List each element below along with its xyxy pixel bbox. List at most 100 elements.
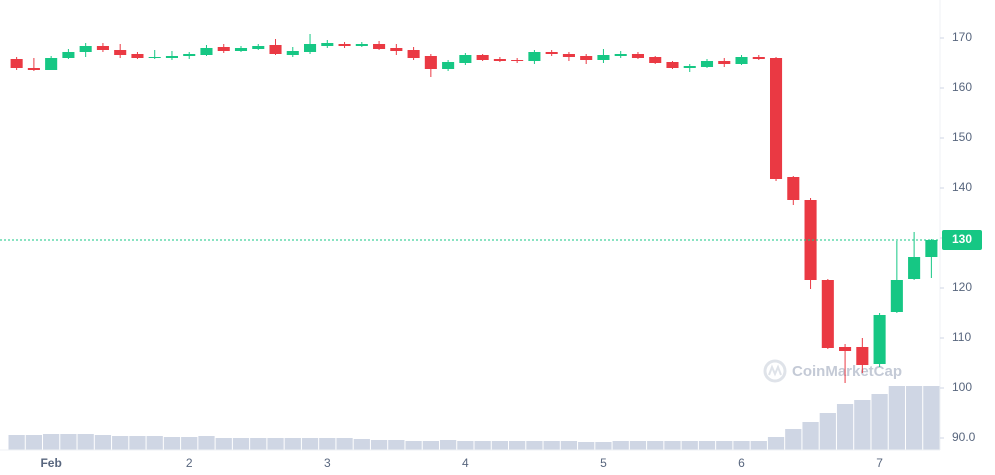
volume-bar — [802, 422, 819, 450]
y-tick-label: 170 — [952, 30, 972, 44]
candle-body — [217, 47, 230, 51]
candle-body — [79, 46, 92, 52]
candle-body — [373, 44, 386, 49]
y-tick-label: 160 — [952, 80, 972, 94]
volume-bar — [905, 386, 923, 450]
volume-bar — [112, 436, 129, 450]
volume-bar — [923, 386, 940, 450]
volume-bar — [612, 441, 629, 450]
volume-bar — [767, 437, 785, 450]
candle-body — [735, 57, 748, 64]
y-tick-label: 110 — [952, 330, 971, 344]
volume-bar — [77, 434, 94, 450]
candle-body — [148, 57, 161, 58]
y-tick-label: 100 — [952, 380, 972, 394]
candle-body — [321, 43, 334, 46]
last-price-box — [942, 230, 982, 250]
candle-body — [787, 177, 800, 200]
candle-body — [804, 200, 817, 280]
y-tick-label: 90.0 — [952, 430, 976, 444]
volume-bar — [388, 440, 405, 450]
x-tick-label: 7 — [876, 456, 883, 470]
volume-bar — [353, 439, 370, 450]
candle-body — [165, 56, 179, 58]
y-tick-label: 120 — [952, 280, 972, 294]
watermark: CoinMarketCap — [792, 363, 902, 380]
volume-bar — [439, 440, 457, 450]
volume-bar — [854, 400, 871, 450]
x-tick-label: 4 — [462, 456, 469, 470]
volume-bar — [250, 438, 267, 450]
candle-body — [528, 52, 541, 61]
candle-body — [442, 62, 455, 69]
candle-body — [252, 46, 265, 49]
volume-bar — [370, 440, 388, 450]
volume-bar — [215, 438, 232, 450]
candle-body — [856, 347, 869, 365]
candle-body — [338, 44, 351, 46]
candle-body — [131, 54, 144, 58]
volume-bar — [405, 441, 422, 450]
candle-body — [839, 347, 852, 351]
volume-bar — [163, 437, 181, 450]
candle-body — [286, 51, 299, 55]
candle-body — [269, 45, 282, 54]
candle-body — [407, 50, 420, 58]
volume-bar — [509, 441, 526, 450]
volume-bar — [819, 413, 836, 450]
candle-body — [666, 62, 679, 68]
volume-bar — [129, 436, 146, 450]
candle-body — [114, 50, 127, 55]
candle-body — [493, 59, 506, 61]
volume-bar — [198, 436, 215, 450]
volume-bar — [181, 437, 198, 450]
volume-bar — [785, 429, 802, 450]
volume-bar — [267, 438, 284, 450]
volume-bar — [8, 435, 25, 450]
volume-bar — [146, 436, 163, 450]
x-tick-label: 3 — [324, 456, 331, 470]
volume-bar — [301, 438, 319, 450]
volume-bar — [543, 441, 560, 450]
volume-bar — [836, 404, 854, 450]
candle-body — [424, 56, 437, 69]
candle-body — [476, 55, 489, 60]
last-price-label: 130 — [952, 232, 972, 246]
candle-body — [511, 60, 524, 61]
volume-bar — [750, 441, 767, 450]
candle-body — [580, 56, 593, 60]
volume-bar — [60, 434, 77, 450]
candle-body — [459, 55, 472, 63]
volume-bar — [284, 438, 301, 450]
candle-body — [27, 68, 40, 70]
x-tick-label: 2 — [186, 456, 193, 470]
candle-body — [718, 61, 731, 64]
volume-bar — [595, 442, 612, 450]
candle-body — [890, 280, 903, 312]
volume-bar — [647, 441, 664, 450]
candle-body — [908, 257, 921, 279]
volume-bar — [698, 441, 716, 450]
candle-body — [614, 54, 627, 56]
candle-body — [700, 61, 714, 67]
volume-bar — [629, 441, 647, 450]
x-tick-label: 6 — [738, 456, 745, 470]
x-tick-label: Feb — [40, 456, 61, 470]
volume-bar — [43, 434, 60, 450]
candle-body — [631, 54, 645, 58]
volume-bar — [560, 441, 578, 450]
watermark-logo — [763, 359, 787, 383]
candle-body — [234, 48, 248, 51]
candle-body — [355, 44, 368, 46]
candle-body — [96, 46, 109, 50]
candle-body — [545, 52, 558, 54]
candle-body — [769, 58, 783, 179]
volume-bar — [474, 441, 491, 450]
y-tick-label: 140 — [952, 180, 972, 194]
volume-bar — [232, 438, 250, 450]
volume-bar — [422, 441, 439, 450]
x-tick-label: 5 — [600, 456, 607, 470]
volume-bar — [733, 441, 750, 450]
